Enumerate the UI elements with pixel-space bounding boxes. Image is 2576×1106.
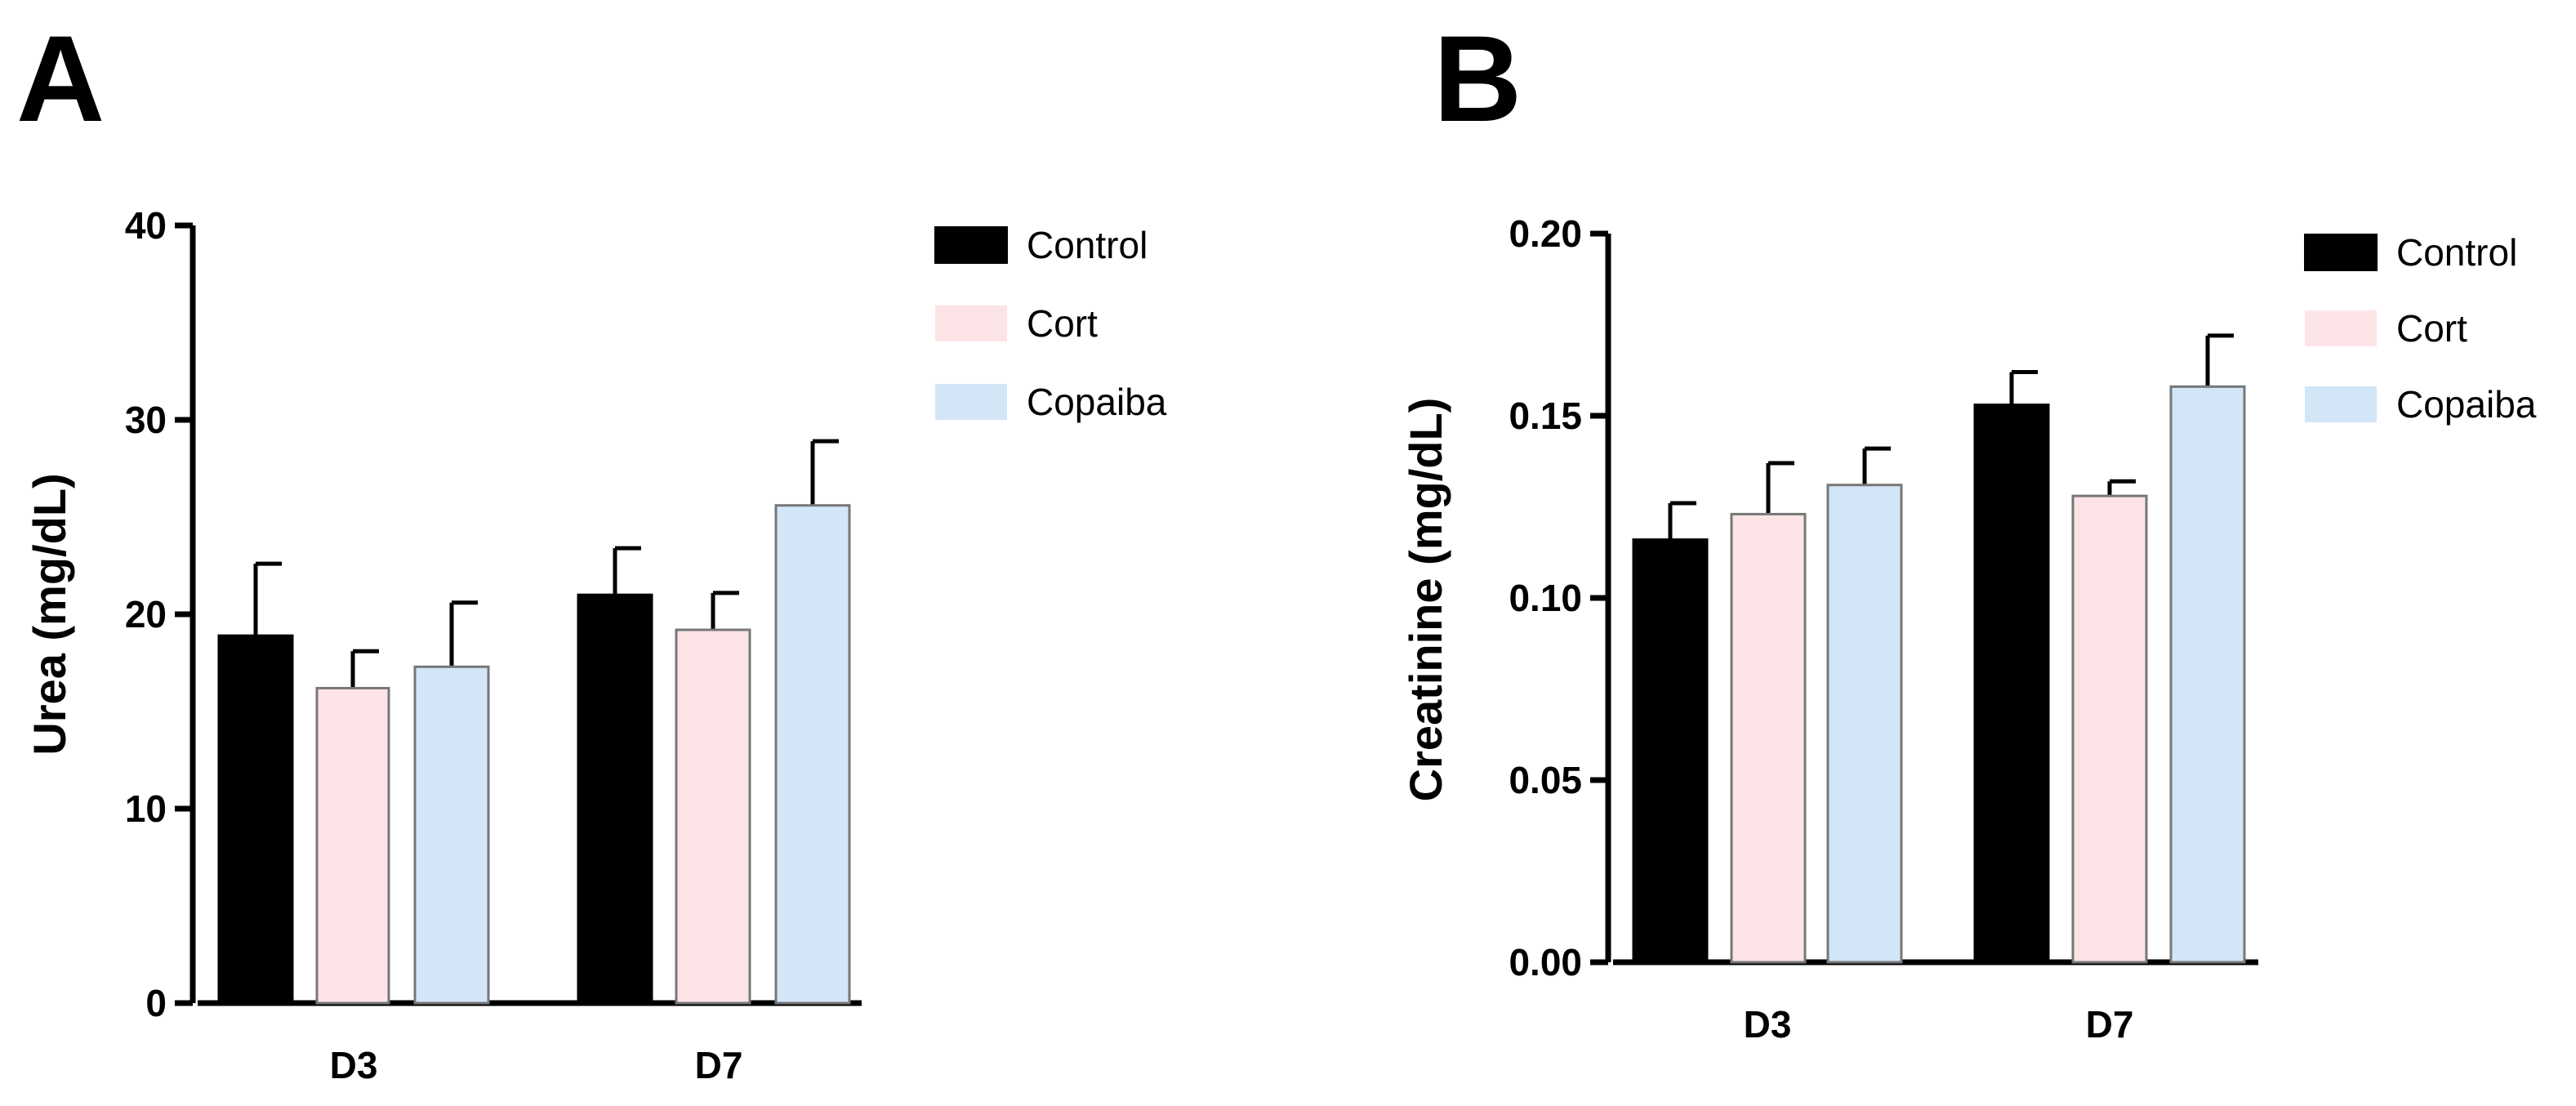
y-tick-label: 0 <box>145 982 167 1024</box>
legend-swatch-copaiba <box>2305 386 2377 422</box>
bar-cort-d3 <box>315 686 390 1005</box>
bar-control-d3 <box>217 634 294 1005</box>
x-tick-label-d7: D7 <box>2086 1003 2134 1046</box>
y-axis-title-b: Creatinine (mg/dL) <box>1400 398 1451 802</box>
panel-b: B Creatinine (mg/dL) 0.00 0.05 0.10 0.15 0.2… <box>1400 10 2537 1046</box>
legend-a: Control Cort Copaiba <box>934 224 1167 423</box>
bar-copaiba-d7 <box>774 504 851 1005</box>
panel-letter-b: B <box>1433 10 1522 147</box>
legend-swatch-copaiba <box>935 384 1007 420</box>
plot-area-a: 0 10 20 30 40 D3 D7 <box>125 204 862 1086</box>
y-tick-label: 40 <box>125 204 167 247</box>
bar-copaiba-d7 <box>2169 385 2246 964</box>
y-tick-label: 0.00 <box>1509 941 1582 983</box>
legend-label-control: Control <box>1027 224 1148 266</box>
y-tick-label: 0.05 <box>1509 759 1582 801</box>
legend-swatch-control <box>2304 234 2378 271</box>
y-tick-label: 0.15 <box>1509 395 1582 437</box>
legend-swatch-cort <box>2305 310 2377 346</box>
y-tick-label: 20 <box>125 593 167 636</box>
legend-swatch-cort <box>935 305 1007 341</box>
bar-cort-d7 <box>2071 494 2148 964</box>
x-tick-label-d3: D3 <box>330 1044 378 1086</box>
legend-label-copaiba: Copaiba <box>1027 381 1167 423</box>
y-tick-label: 0.10 <box>1509 577 1582 619</box>
bar-control-d7 <box>1973 404 2050 964</box>
bar-cort-d7 <box>675 628 751 1005</box>
bar-cort-d3 <box>1730 512 1807 964</box>
bar-copaiba-d3 <box>413 665 490 1005</box>
x-tick-label-d7: D7 <box>695 1044 743 1086</box>
bar-control-d3 <box>1632 538 1709 964</box>
panel-a: A Urea (mg/dL) 0 10 20 30 40 D3 D7 Control Cort… <box>16 10 1167 1086</box>
legend-b: Control Cort Copaiba <box>2304 231 2537 426</box>
legend-label-copaiba: Copaiba <box>2396 383 2537 426</box>
y-tick-label: 0.20 <box>1509 212 1582 255</box>
plot-area-b: 0.00 0.05 0.10 0.15 0.20 D3 D7 <box>1509 212 2258 1046</box>
bar-control-d7 <box>577 593 653 1005</box>
legend-label-cort: Cort <box>1027 302 1098 345</box>
y-axis-title-a: Urea (mg/dL) <box>24 473 75 755</box>
panel-letter-a: A <box>16 10 105 147</box>
legend-label-cort: Cort <box>2396 307 2467 350</box>
x-tick-label-d3: D3 <box>1744 1003 1792 1046</box>
bar-copaiba-d3 <box>1826 484 1903 964</box>
legend-label-control: Control <box>2396 231 2517 274</box>
y-tick-label: 10 <box>125 787 167 830</box>
y-tick-label: 30 <box>125 399 167 441</box>
legend-swatch-control <box>934 226 1008 264</box>
